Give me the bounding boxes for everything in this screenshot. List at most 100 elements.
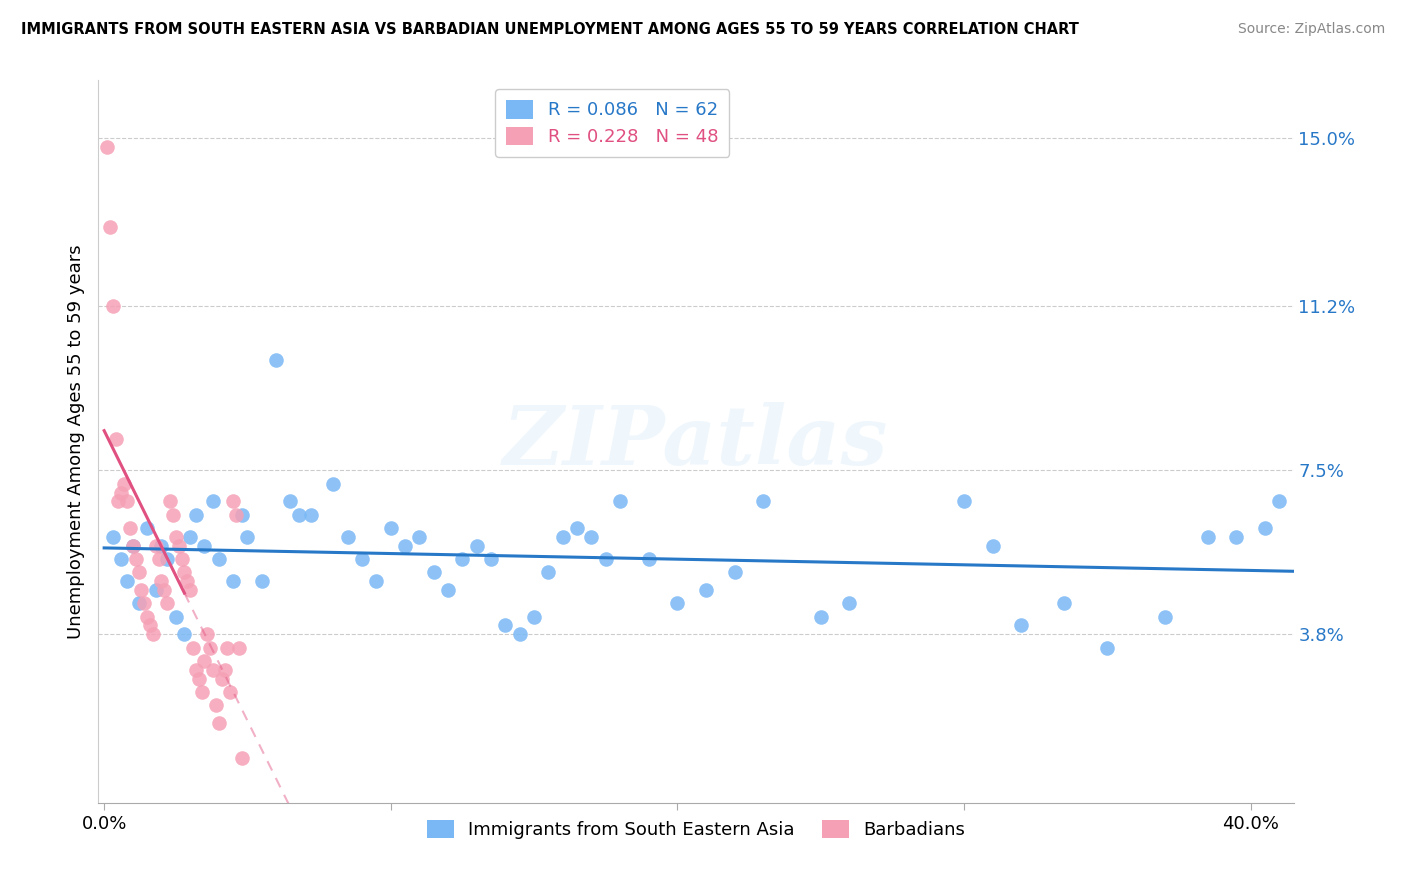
Point [394,539,416,553]
Point [104,433,127,447]
Point [148,552,170,566]
Point [198,640,221,655]
Point [142,627,165,641]
Point [208,552,231,566]
Point [217,640,239,655]
Point [336,530,359,544]
Point [236,530,259,544]
Point [181,640,204,655]
Point [110,485,132,500]
Point [366,574,388,589]
Point [752,494,775,508]
Point [1097,640,1119,655]
Point [184,508,207,522]
Point [112,476,135,491]
Point [173,566,195,580]
Point [231,508,253,522]
Point [145,582,167,597]
Point [222,574,245,589]
Point [150,539,173,553]
Point [145,539,167,553]
Point [121,539,143,553]
Text: Source: ZipAtlas.com: Source: ZipAtlas.com [1237,22,1385,37]
Point [219,685,242,699]
Point [121,539,143,553]
Point [162,508,184,522]
Point [205,698,228,713]
Point [128,566,150,580]
Point [1225,530,1247,544]
Point [451,552,474,566]
Point [165,609,187,624]
Point [214,663,236,677]
Point [695,582,717,597]
Point [173,627,195,641]
Point [193,654,215,668]
Point [136,521,159,535]
Point [208,716,231,731]
Point [1197,530,1219,544]
Y-axis label: Unemployment Among Ages 55 to 59 years: Unemployment Among Ages 55 to 59 years [66,244,84,639]
Point [437,582,460,597]
Point [1268,494,1291,508]
Point [101,299,124,313]
Point [96,140,118,154]
Point [156,552,179,566]
Point [156,596,179,610]
Point [1254,521,1277,535]
Point [179,582,201,597]
Point [352,552,374,566]
Point [609,494,631,508]
Point [981,539,1004,553]
Point [118,521,141,535]
Point [666,596,689,610]
Legend: Immigrants from South Eastern Asia, Barbadians: Immigrants from South Eastern Asia, Barb… [418,811,974,848]
Point [202,663,225,677]
Point [211,672,233,686]
Point [1010,618,1032,632]
Point [124,552,146,566]
Text: IMMIGRANTS FROM SOUTH EASTERN ASIA VS BARBADIAN UNEMPLOYMENT AMONG AGES 55 TO 59: IMMIGRANTS FROM SOUTH EASTERN ASIA VS BA… [21,22,1078,37]
Point [380,521,402,535]
Point [953,494,976,508]
Point [107,494,129,508]
Point [494,618,516,632]
Point [159,494,181,508]
Point [128,596,150,610]
Point [422,566,444,580]
Point [153,582,176,597]
Point [1153,609,1175,624]
Point [139,618,162,632]
Point [193,539,215,553]
Point [537,566,560,580]
Point [222,494,245,508]
Point [595,552,617,566]
Point [195,627,218,641]
Point [408,530,430,544]
Point [838,596,860,610]
Point [264,352,287,367]
Point [551,530,574,544]
Point [1053,596,1076,610]
Point [110,552,132,566]
Point [509,627,531,641]
Text: ZIPatlas: ZIPatlas [503,401,889,482]
Point [288,508,311,522]
Point [250,574,273,589]
Point [176,574,198,589]
Point [187,672,209,686]
Point [280,494,302,508]
Point [724,566,747,580]
Point [98,219,121,234]
Point [136,609,159,624]
Point [479,552,502,566]
Point [150,574,173,589]
Point [465,539,488,553]
Point [581,530,603,544]
Point [134,596,156,610]
Point [115,574,138,589]
Point [115,494,138,508]
Point [565,521,588,535]
Point [167,539,190,553]
Point [810,609,832,624]
